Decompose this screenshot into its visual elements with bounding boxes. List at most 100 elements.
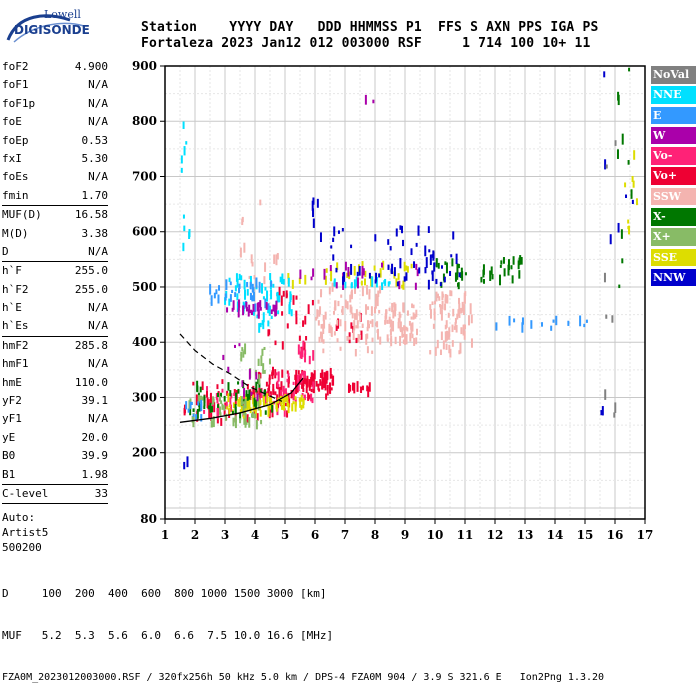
param-row: h`F2 255.0 [2, 281, 108, 299]
param-divider [2, 335, 108, 337]
x-tick-label: 14 [547, 528, 564, 542]
echo-point [451, 258, 454, 267]
param-divider [2, 205, 108, 207]
param-row: foF1p N/A [2, 95, 108, 113]
echo-point [392, 320, 395, 332]
ionogram-chart: 1 2 3 4 5 6 7 8 9 10 11 12 13 14 15 16 17802003004005006… [132, 59, 653, 542]
echo-point [211, 406, 214, 413]
echo-point [262, 363, 265, 374]
echo-point [305, 387, 308, 394]
echo-point [449, 290, 452, 297]
echo-point [391, 263, 394, 275]
echo-point [208, 405, 211, 410]
echo-point [385, 309, 388, 319]
echo-point [241, 380, 244, 387]
echo-point [302, 387, 305, 393]
echo-point [325, 268, 328, 273]
echo-point [454, 322, 457, 328]
echo-point [300, 373, 303, 384]
echo-point [190, 401, 193, 406]
echo-point [224, 293, 227, 301]
echo-point [198, 403, 201, 412]
echo-point [269, 405, 272, 413]
echo-point [356, 277, 359, 289]
echo-point [310, 393, 313, 402]
echo-point [286, 410, 289, 418]
echo-point [232, 417, 235, 427]
echo-point [328, 323, 331, 334]
echo-point [432, 323, 435, 329]
echo-point [251, 295, 254, 302]
echo-point [339, 319, 342, 327]
echo-point [206, 397, 209, 409]
echo-point [361, 265, 364, 274]
echo-point [317, 320, 320, 326]
echo-point [319, 379, 322, 386]
echo-point [450, 254, 453, 258]
echo-point [433, 308, 436, 315]
echo-point [444, 331, 447, 343]
echo-point [264, 262, 267, 272]
echo-point [230, 393, 233, 399]
echo-point [344, 299, 347, 309]
echo-point [395, 228, 398, 237]
echo-point [448, 327, 451, 338]
echo-point [448, 344, 451, 354]
echo-point [366, 346, 369, 354]
echo-point [335, 324, 338, 331]
echo-point [429, 309, 432, 319]
echo-point [382, 260, 385, 270]
echo-point [444, 261, 447, 265]
param-label: foF2 [2, 60, 29, 73]
echo-point [325, 372, 328, 380]
param-label: h`F [2, 264, 22, 278]
echo-point [244, 343, 247, 355]
echo-point [199, 386, 202, 393]
echo-point [409, 333, 412, 342]
echo-point [413, 261, 416, 268]
param-row: hmE 110.0 [2, 374, 108, 392]
parameter-panel: foF2 4.900 foF1 N/A foF1p N/A foE N/A foEp 0.53 fx… [2, 58, 108, 555]
echo-point [399, 335, 402, 346]
echo-point [287, 376, 290, 384]
param-label: yF1 [2, 412, 22, 426]
param-row: MUF(D) 16.58 [2, 206, 108, 224]
echo-point [290, 389, 293, 399]
echo-point [203, 409, 206, 414]
echo-point [451, 324, 454, 333]
echo-point [510, 265, 513, 270]
echo-point [279, 276, 282, 283]
echo-point [280, 389, 283, 398]
echo-point [530, 320, 533, 329]
echo-point [322, 348, 325, 354]
echo-point [286, 378, 289, 383]
echo-point [388, 281, 391, 285]
echo-point [252, 402, 255, 412]
echo-point [297, 370, 300, 375]
echo-point [335, 267, 338, 273]
echo-point [336, 319, 339, 326]
echo-point [411, 303, 414, 308]
param-row: fmin 1.70 [2, 187, 108, 205]
echo-point [351, 312, 354, 319]
echo-point [332, 254, 335, 261]
echo-point [424, 245, 427, 257]
echo-point [389, 328, 392, 336]
echo-point [183, 146, 186, 156]
echo-point [246, 383, 249, 390]
echo-point [385, 309, 388, 314]
echo-point [283, 408, 286, 417]
echo-point [349, 294, 352, 303]
echo-point [271, 372, 274, 377]
legend-item-vo-: Vo+ [651, 167, 696, 185]
param-row: D N/A [2, 243, 108, 261]
echo-point [256, 390, 259, 395]
echo-point [240, 402, 243, 412]
echo-point [312, 350, 315, 361]
echo-point [364, 94, 367, 105]
y-tick-label: 300 [132, 390, 157, 404]
echo-point [399, 225, 402, 230]
echo-point [286, 323, 289, 329]
echo-point [390, 335, 393, 347]
echo-point [298, 335, 301, 341]
